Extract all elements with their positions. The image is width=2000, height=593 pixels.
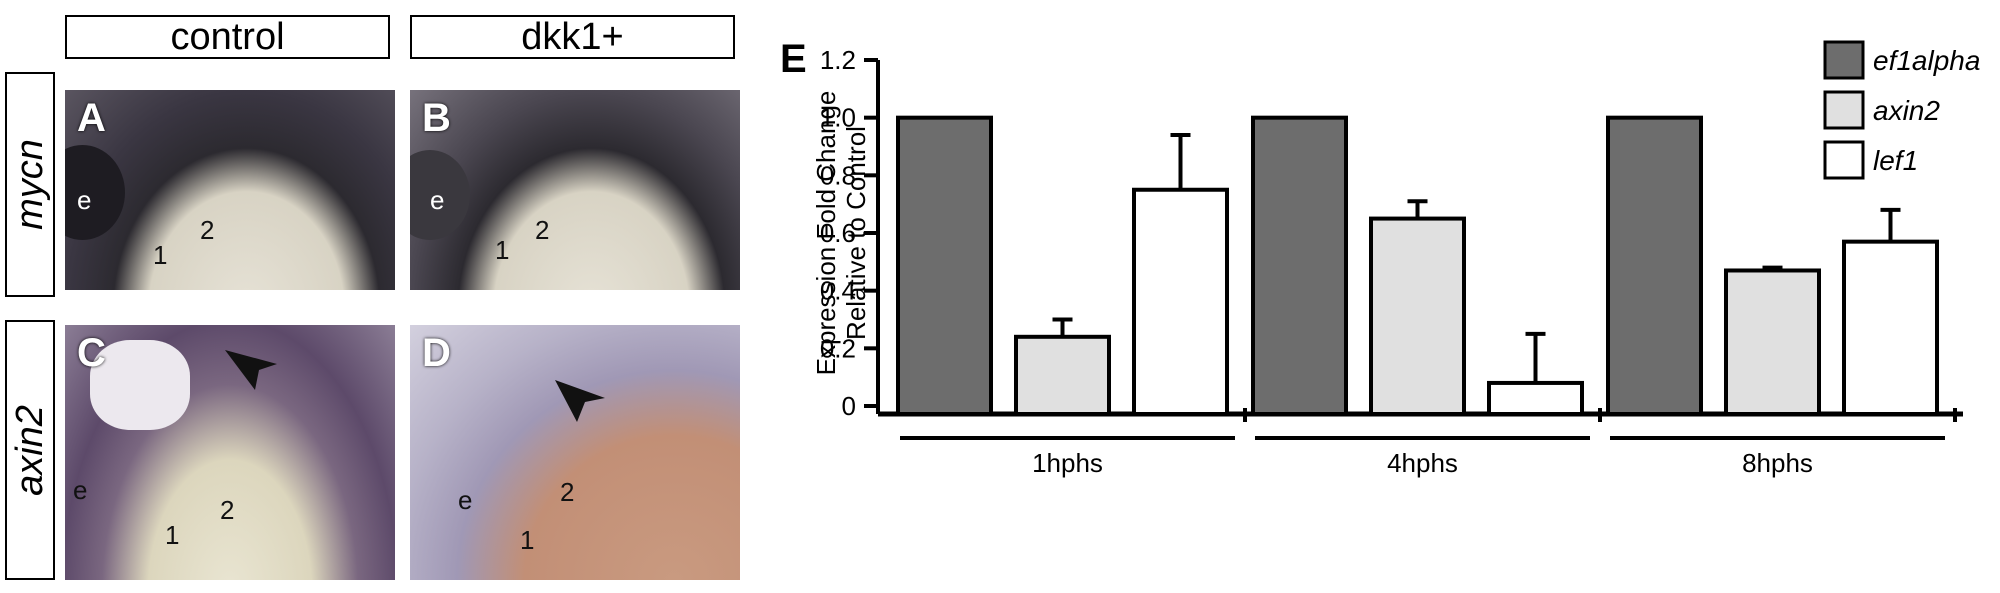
marker-eye: e	[73, 475, 88, 505]
bar-lef1-8hphs	[1842, 239, 1939, 416]
marker-2: 2	[535, 215, 550, 245]
micrograph-b: B e 1 2	[410, 90, 740, 290]
bar-ef1alpha-4hphs	[1251, 115, 1348, 417]
y-axis-label-line1: Expression Fold Change	[811, 91, 841, 376]
micrograph-d: D e 1 2	[410, 325, 740, 580]
panel-letter-b: B	[422, 96, 451, 140]
legend-label-ef1alpha: ef1alpha	[1873, 45, 1980, 76]
x-category-label: 4hphs	[1387, 448, 1458, 478]
row-label-mycn-text: mycn	[8, 139, 51, 230]
panel-letter-e: E	[780, 37, 807, 81]
marker-1: 1	[165, 520, 180, 550]
marker-eye: e	[77, 185, 92, 215]
marker-2: 2	[560, 477, 575, 507]
panel-letter-c: C	[77, 331, 106, 375]
micrograph-c: C e 1 2	[65, 325, 395, 580]
bar-axin2-1hphs	[1014, 334, 1111, 416]
column-header-dkk1: dkk1+	[410, 15, 735, 59]
bar-ef1alpha-8hphs	[1606, 115, 1703, 417]
column-header-control: control	[65, 15, 390, 59]
legend-swatch-axin2	[1823, 90, 1865, 130]
row-label-axin2: axin2	[5, 320, 55, 580]
marker-2: 2	[200, 215, 215, 245]
panel-letter-d: D	[422, 331, 451, 375]
y-tick-label: 0	[842, 391, 856, 421]
y-tick-label: 0.6	[820, 218, 856, 248]
bar-axin2-8hphs	[1724, 268, 1821, 416]
legend-label-axin2: axin2	[1873, 95, 1940, 126]
eye-shape	[65, 145, 125, 240]
arrowhead-icon	[555, 380, 605, 422]
bar-ef1alpha-1hphs	[896, 115, 993, 417]
ventricle-shape	[90, 340, 190, 430]
legend-swatch-lef1	[1823, 140, 1865, 180]
bar-axin2-4hphs	[1369, 216, 1466, 416]
arrowhead-icon	[225, 350, 277, 390]
y-tick-label: 1.0	[820, 103, 856, 133]
marker-1: 1	[495, 235, 510, 265]
micrograph-a: A e 1 2	[65, 90, 395, 290]
y-tick-label: 1.2	[820, 45, 856, 75]
row-label-mycn: mycn	[5, 72, 55, 297]
x-category-label: 8hphs	[1742, 448, 1813, 478]
marker-1: 1	[153, 240, 168, 270]
legend-swatch-ef1alpha	[1823, 40, 1865, 80]
marker-1: 1	[520, 525, 535, 555]
y-tick-label: 0.8	[820, 160, 856, 190]
y-tick-label: 0.4	[820, 276, 856, 306]
marker-eye: e	[430, 185, 445, 215]
bar-lef1-1hphs	[1132, 187, 1229, 416]
x-category-label: 1hphs	[1032, 448, 1103, 478]
panel-letter-a: A	[77, 96, 106, 140]
bar-lef1-4hphs	[1487, 380, 1584, 416]
row-label-axin2-text: axin2	[8, 404, 51, 496]
y-tick-label: 0.2	[820, 333, 856, 363]
legend-label-lef1: lef1	[1873, 145, 1918, 176]
marker-eye: e	[458, 485, 473, 515]
marker-2: 2	[220, 495, 235, 525]
